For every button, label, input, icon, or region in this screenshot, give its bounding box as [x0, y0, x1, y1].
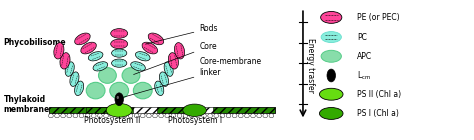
Ellipse shape: [174, 43, 184, 59]
Ellipse shape: [111, 49, 127, 57]
Ellipse shape: [133, 82, 152, 99]
Ellipse shape: [238, 114, 243, 118]
Ellipse shape: [183, 114, 188, 118]
Ellipse shape: [251, 114, 255, 118]
Bar: [157, 107, 204, 113]
Ellipse shape: [321, 32, 341, 43]
Ellipse shape: [98, 114, 102, 118]
Ellipse shape: [111, 29, 128, 38]
Ellipse shape: [159, 114, 164, 118]
Ellipse shape: [190, 114, 194, 118]
Ellipse shape: [321, 50, 341, 62]
Ellipse shape: [110, 114, 115, 118]
Ellipse shape: [48, 114, 53, 118]
Ellipse shape: [257, 114, 262, 118]
Bar: [48, 107, 110, 113]
Ellipse shape: [117, 96, 119, 99]
Ellipse shape: [220, 114, 225, 118]
Ellipse shape: [111, 39, 128, 49]
Ellipse shape: [263, 114, 268, 118]
Ellipse shape: [320, 11, 342, 23]
Ellipse shape: [153, 114, 157, 118]
Ellipse shape: [208, 114, 212, 118]
Text: Thylakoid
membrane: Thylakoid membrane: [4, 95, 50, 114]
Ellipse shape: [67, 114, 72, 118]
Ellipse shape: [110, 82, 128, 99]
Ellipse shape: [269, 114, 274, 118]
Ellipse shape: [232, 114, 237, 118]
Ellipse shape: [136, 52, 150, 61]
Ellipse shape: [122, 68, 140, 83]
Text: APC: APC: [357, 52, 372, 61]
Text: Core-membrane
linker: Core-membrane linker: [122, 57, 262, 98]
Ellipse shape: [134, 114, 139, 118]
Ellipse shape: [165, 114, 170, 118]
Ellipse shape: [196, 114, 200, 118]
Ellipse shape: [155, 81, 164, 95]
Ellipse shape: [214, 114, 219, 118]
Ellipse shape: [177, 114, 182, 118]
Text: Photosystem II: Photosystem II: [84, 116, 140, 125]
Text: Photosystem I: Photosystem I: [167, 116, 222, 125]
Ellipse shape: [111, 59, 127, 67]
Ellipse shape: [79, 114, 84, 118]
Ellipse shape: [61, 114, 65, 118]
Ellipse shape: [106, 103, 132, 117]
Text: PC: PC: [357, 33, 367, 42]
Ellipse shape: [93, 62, 108, 71]
Ellipse shape: [148, 33, 164, 45]
Bar: [213, 107, 275, 113]
Text: PE (or PEC): PE (or PEC): [357, 13, 400, 22]
Ellipse shape: [86, 82, 105, 99]
Ellipse shape: [70, 72, 79, 86]
Ellipse shape: [115, 93, 123, 106]
Text: Rods: Rods: [146, 24, 218, 44]
Ellipse shape: [140, 114, 145, 118]
Ellipse shape: [319, 88, 343, 100]
Ellipse shape: [55, 114, 59, 118]
Ellipse shape: [122, 114, 127, 118]
Ellipse shape: [164, 62, 173, 76]
Ellipse shape: [116, 114, 120, 118]
Text: Energy trasfer: Energy trasfer: [306, 38, 315, 93]
Ellipse shape: [73, 114, 78, 118]
Ellipse shape: [75, 33, 90, 45]
Ellipse shape: [104, 114, 109, 118]
Ellipse shape: [88, 52, 103, 61]
Bar: [86, 107, 133, 113]
Ellipse shape: [146, 114, 151, 118]
Ellipse shape: [159, 72, 169, 86]
Text: Core: Core: [134, 42, 217, 74]
Text: Phycobilisome: Phycobilisome: [4, 38, 66, 47]
Ellipse shape: [171, 114, 176, 118]
Ellipse shape: [85, 114, 90, 118]
Ellipse shape: [81, 42, 96, 54]
Ellipse shape: [128, 114, 133, 118]
Text: $\mathrm{L_{cm}}$: $\mathrm{L_{cm}}$: [357, 69, 371, 82]
Text: PS I (Chl a): PS I (Chl a): [357, 109, 399, 118]
Ellipse shape: [99, 68, 116, 83]
Ellipse shape: [245, 114, 249, 118]
Text: PS II (Chl a): PS II (Chl a): [357, 90, 401, 99]
Ellipse shape: [60, 53, 70, 69]
Ellipse shape: [327, 69, 336, 82]
Bar: [48, 107, 275, 113]
Ellipse shape: [319, 108, 343, 119]
Ellipse shape: [183, 104, 206, 116]
Ellipse shape: [74, 81, 84, 95]
Ellipse shape: [142, 42, 157, 54]
Ellipse shape: [91, 114, 96, 118]
Ellipse shape: [131, 62, 146, 71]
Ellipse shape: [54, 43, 64, 59]
Ellipse shape: [168, 53, 178, 69]
Ellipse shape: [226, 114, 231, 118]
Ellipse shape: [65, 62, 74, 76]
Ellipse shape: [201, 114, 206, 118]
